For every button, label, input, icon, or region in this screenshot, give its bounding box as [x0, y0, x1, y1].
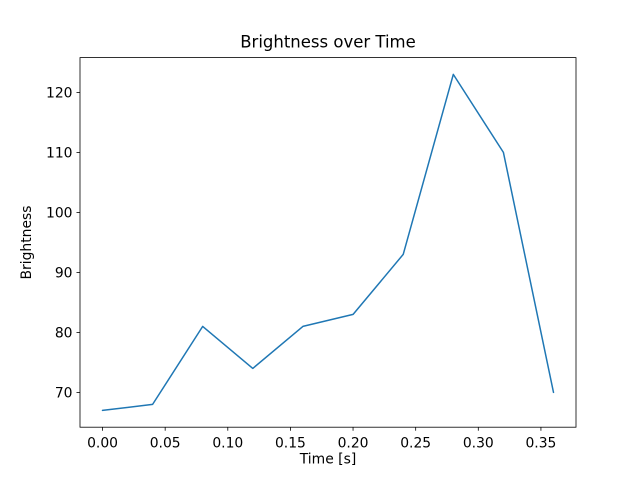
y-tick-label: 70	[55, 385, 73, 401]
x-tick-label: 0.00	[87, 436, 118, 452]
chart-title: Brightness over Time	[240, 33, 416, 52]
y-tick-label: 80	[55, 325, 73, 341]
y-axis-label: Brightness	[19, 206, 35, 280]
axes-frame	[79, 57, 577, 428]
plot-area: 0.00 0.05 0.10 0.15 0.20 0.25 0.30 0.35 70 80 90 10…	[46, 57, 577, 452]
y-tick-label: 110	[46, 145, 73, 161]
x-tick-label: 0.20	[338, 436, 369, 452]
x-tick-label: 0.05	[150, 436, 181, 452]
x-tick-label: 0.10	[212, 436, 243, 452]
y-tick-label: 100	[46, 205, 73, 221]
x-tick-label: 0.30	[463, 436, 494, 452]
x-tick-label: 0.35	[525, 436, 556, 452]
y-tick-label: 120	[46, 85, 73, 101]
y-tick-label: 90	[55, 265, 73, 281]
x-tick-label: 0.25	[400, 436, 431, 452]
x-axis-label: Time [s]	[299, 452, 357, 468]
x-tick-label: 0.15	[275, 436, 306, 452]
data-line	[101, 73, 555, 412]
